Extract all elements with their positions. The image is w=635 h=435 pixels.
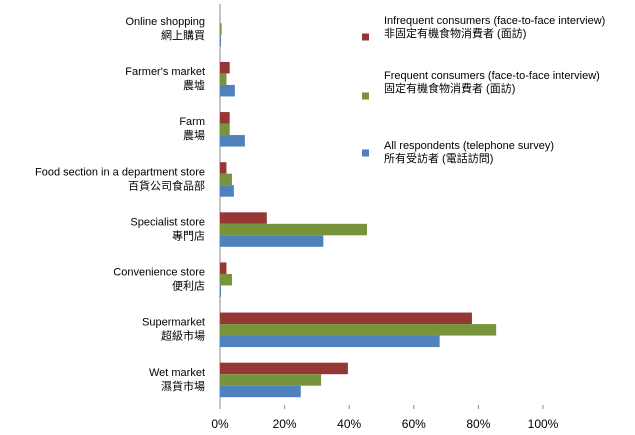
y-tick-label: Food section in a department store bbox=[35, 166, 205, 178]
bar bbox=[220, 385, 301, 398]
bar bbox=[220, 112, 230, 124]
bar bbox=[220, 34, 221, 47]
y-tick-label-zh: 農場 bbox=[183, 128, 205, 142]
y-tick-label: Specialist store bbox=[130, 216, 205, 228]
y-tick-label: Farm bbox=[179, 116, 205, 128]
bar bbox=[220, 262, 227, 274]
bar bbox=[220, 312, 472, 325]
bar bbox=[220, 362, 348, 375]
bar bbox=[220, 185, 234, 197]
bar bbox=[220, 84, 235, 97]
legend-label: 固定有機食物消費者 (面訪) bbox=[384, 83, 516, 95]
y-tick-label-zh: 超級市場 bbox=[161, 329, 205, 343]
y-tick-label-zh: 專門店 bbox=[172, 228, 205, 242]
bar bbox=[220, 23, 222, 35]
y-tick-label: Supermarket bbox=[142, 317, 205, 329]
bar bbox=[220, 73, 227, 85]
bar bbox=[220, 135, 245, 147]
y-tick-label-zh: 百貨公司食品部 bbox=[128, 178, 205, 192]
legend-label: 非固定有機食物消費者 (面訪) bbox=[384, 28, 527, 40]
bar bbox=[220, 123, 230, 136]
legend-entry: All respondents (telephone survey) 所有受訪者 … bbox=[384, 140, 624, 166]
legend-marker bbox=[362, 92, 369, 100]
y-tick-label-zh: 農墟 bbox=[183, 78, 205, 92]
legend-label: 所有受訪者 (電話訪問) bbox=[384, 153, 494, 165]
x-tick-label: 100% bbox=[528, 417, 559, 431]
legend-label: All respondents (telephone survey) bbox=[384, 140, 554, 152]
bar bbox=[220, 61, 230, 74]
bar bbox=[220, 173, 232, 186]
x-tick-label: 80% bbox=[466, 417, 490, 431]
legend-label: Frequent consumers (face-to-face intervi… bbox=[384, 70, 600, 82]
y-tick-label: Wet market bbox=[149, 367, 205, 379]
legend-entry: Infrequent consumers (face-to-face inter… bbox=[384, 15, 624, 41]
bar bbox=[220, 374, 322, 386]
y-tick-label: Online shopping bbox=[125, 16, 205, 28]
x-tick-label: 20% bbox=[273, 417, 297, 431]
bar bbox=[220, 212, 267, 224]
y-tick-label-zh: 濕貨市場 bbox=[161, 379, 205, 393]
legend-label: Infrequent consumers (face-to-face inter… bbox=[384, 15, 606, 27]
y-tick-label-zh: 便利店 bbox=[172, 279, 205, 293]
bar bbox=[220, 324, 497, 336]
x-tick-label: 40% bbox=[337, 417, 361, 431]
bar bbox=[220, 162, 227, 174]
bar bbox=[220, 335, 440, 348]
x-tick-label: 60% bbox=[402, 417, 426, 431]
bar bbox=[220, 235, 324, 247]
y-tick-label: Convenience store bbox=[113, 267, 205, 279]
x-tick-label: 0% bbox=[211, 417, 229, 431]
legend-marker bbox=[362, 149, 369, 157]
bar bbox=[220, 285, 221, 297]
y-tick-label: Farmer's market bbox=[125, 66, 205, 78]
legend-marker bbox=[362, 33, 369, 41]
legend-entry: Frequent consumers (face-to-face intervi… bbox=[384, 70, 624, 96]
bar bbox=[220, 273, 232, 286]
bar bbox=[220, 223, 367, 236]
y-tick-label-zh: 網上購買 bbox=[161, 28, 205, 42]
